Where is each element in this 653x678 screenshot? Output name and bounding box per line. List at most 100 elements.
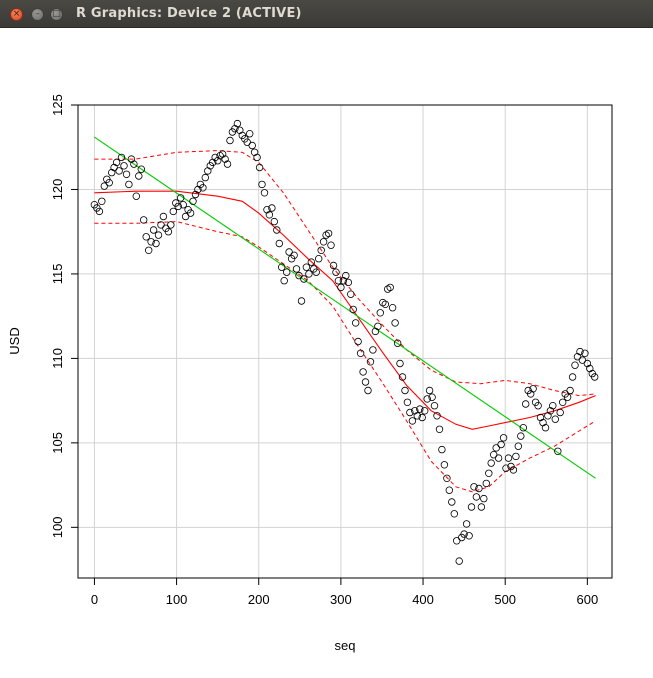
data-point	[139, 216, 148, 224]
data-point	[403, 398, 412, 406]
data-point	[467, 503, 476, 511]
data-point	[425, 386, 434, 395]
data-point	[208, 158, 217, 167]
data-point	[455, 557, 463, 565]
x-tick-label: 300	[330, 592, 352, 607]
data-point	[98, 197, 106, 205]
data-point	[186, 209, 195, 217]
data-point	[248, 141, 256, 150]
x-tick-label: 100	[166, 592, 188, 607]
data-point	[433, 412, 441, 420]
data-point	[122, 170, 131, 178]
window-close-button[interactable]: ×	[10, 8, 23, 21]
data-point	[576, 347, 584, 356]
data-point	[563, 393, 572, 401]
data-point	[285, 248, 293, 256]
data-point	[430, 402, 439, 410]
data-point	[152, 239, 160, 248]
data-point	[280, 276, 288, 285]
data-point	[514, 442, 522, 450]
data-point	[278, 263, 286, 271]
data-point	[317, 246, 325, 254]
data-point	[127, 155, 136, 163]
data-point	[167, 221, 175, 229]
loess-lower-band	[94, 221, 596, 493]
data-point	[132, 192, 140, 200]
window-maximize-button[interactable]: □	[50, 8, 63, 21]
data-point	[384, 285, 392, 293]
data-point	[504, 454, 513, 462]
data-point	[268, 204, 276, 212]
data-point	[393, 339, 402, 347]
data-point	[472, 493, 481, 501]
data-point	[292, 265, 301, 273]
x-tick-label: 500	[494, 592, 516, 607]
data-point	[112, 158, 121, 167]
data-point	[396, 359, 404, 368]
data-point	[307, 258, 315, 266]
window-title: R Graphics: Device 2 (ACTIVE)	[76, 6, 302, 21]
data-point	[157, 221, 165, 229]
data-point	[522, 400, 530, 408]
data-point	[226, 136, 234, 145]
data-point	[347, 290, 355, 298]
grid-lines	[78, 104, 612, 578]
data-point	[283, 268, 291, 276]
data-point	[418, 413, 426, 422]
x-tick-label: 400	[412, 592, 434, 607]
x-tick-label: 0	[91, 592, 98, 607]
window-titlebar: × – □ R Graphics: Device 2 (ACTIVE)	[0, 0, 653, 28]
data-point	[568, 373, 577, 381]
data-point	[260, 189, 269, 197]
data-point	[339, 276, 348, 285]
data-point	[374, 322, 382, 330]
data-point	[581, 349, 589, 357]
data-point	[130, 160, 138, 168]
data-point	[482, 479, 490, 488]
data-point	[147, 238, 155, 246]
data-point	[176, 194, 185, 202]
data-point	[416, 405, 424, 413]
data-point	[149, 226, 158, 234]
data-point	[337, 283, 345, 292]
data-point	[559, 398, 567, 406]
data-point	[253, 153, 261, 162]
data-point	[435, 425, 444, 433]
data-point	[213, 156, 222, 165]
data-point	[300, 275, 308, 283]
data-point	[135, 172, 143, 180]
data-point	[332, 268, 340, 276]
data-point	[534, 402, 542, 410]
data-point	[428, 393, 436, 401]
data-point	[144, 246, 153, 254]
data-point	[174, 202, 182, 211]
close-icon: ×	[12, 9, 21, 19]
data-point	[406, 408, 414, 417]
data-point	[201, 173, 209, 182]
data-point	[312, 268, 320, 276]
data-point	[509, 466, 518, 474]
data-point	[487, 459, 495, 467]
maximize-icon: □	[52, 9, 61, 19]
data-point	[460, 530, 468, 538]
data-point	[117, 153, 126, 162]
data-point	[270, 217, 278, 226]
data-point	[369, 346, 377, 354]
data-point	[275, 239, 283, 248]
data-point	[443, 474, 451, 482]
data-point	[411, 407, 419, 415]
y-axis-label: USD	[7, 327, 22, 354]
data-point	[319, 238, 328, 246]
data-point	[295, 271, 303, 280]
data-point	[485, 469, 493, 477]
data-point	[273, 226, 281, 234]
data-point	[544, 412, 552, 420]
x-tick-label: 200	[248, 592, 270, 607]
data-point	[164, 227, 173, 236]
data-point	[354, 337, 362, 346]
window-minimize-button[interactable]: –	[31, 8, 44, 21]
data-point	[413, 412, 421, 420]
y-tick-label: 110	[50, 348, 65, 369]
data-point	[536, 413, 545, 422]
data-point	[440, 461, 449, 469]
